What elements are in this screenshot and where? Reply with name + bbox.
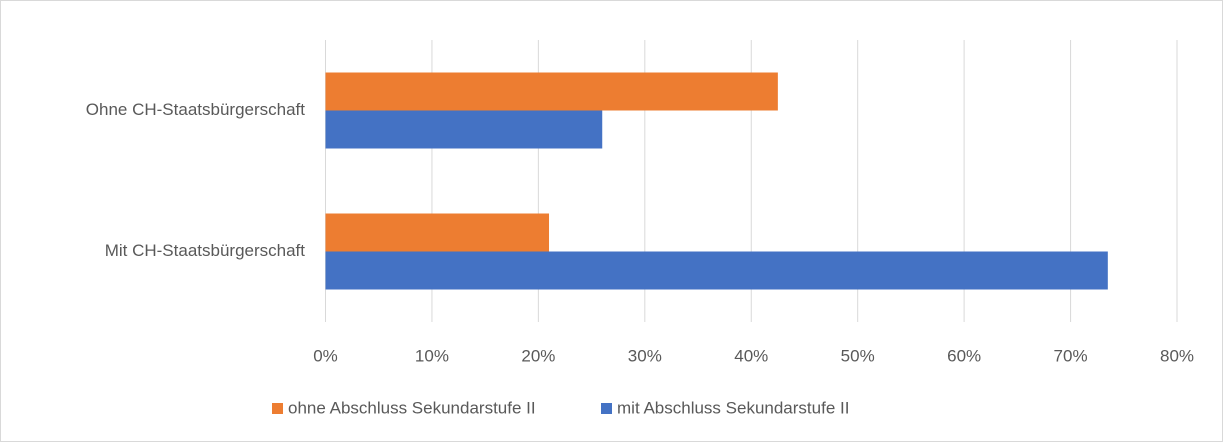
- bar: [325, 213, 550, 252]
- x-tick-label: 40%: [734, 346, 768, 365]
- legend-swatch: [272, 403, 283, 414]
- x-tick-label: 70%: [1054, 346, 1088, 365]
- bar: [325, 251, 1108, 290]
- x-tick-label: 50%: [841, 346, 875, 365]
- x-tick-label: 0%: [313, 346, 338, 365]
- y-tick-label: Mit CH-Staatsbürgerschaft: [105, 241, 306, 260]
- bar: [325, 72, 778, 111]
- legend-swatch: [601, 403, 612, 414]
- x-tick-label: 30%: [628, 346, 662, 365]
- x-tick-label: 80%: [1160, 346, 1194, 365]
- x-tick-label: 20%: [521, 346, 555, 365]
- bar: [325, 110, 603, 149]
- y-tick-label: Ohne CH-Staatsbürgerschaft: [86, 100, 305, 119]
- x-tick-label: 60%: [947, 346, 981, 365]
- legend-label: mit Abschluss Sekundarstufe II: [617, 398, 849, 417]
- x-tick-label: 10%: [415, 346, 449, 365]
- legend-label: ohne Abschluss Sekundarstufe II: [288, 398, 536, 417]
